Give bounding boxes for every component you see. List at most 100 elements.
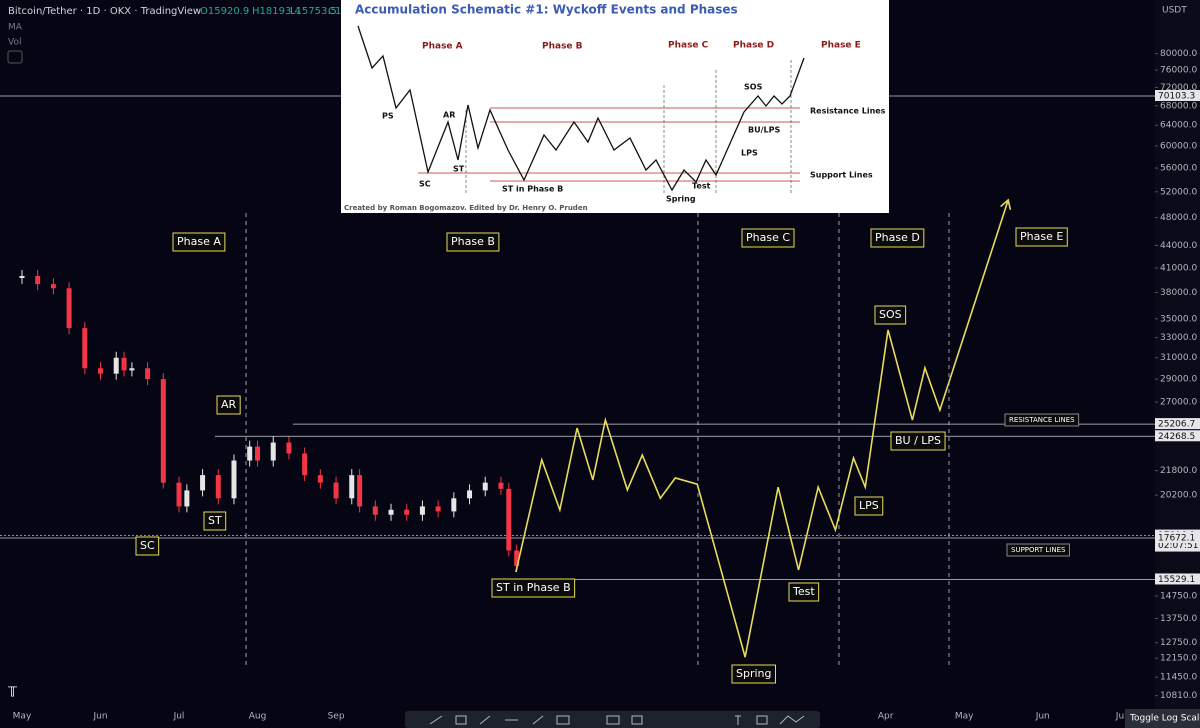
candle (113, 357, 119, 374)
annotation-box (172, 232, 226, 252)
candle (145, 368, 151, 380)
vol-label[interactable]: Vol (8, 38, 21, 48)
y-tick-label: 76000.0 (1160, 66, 1197, 76)
y-tick-label: 44000.0 (1160, 241, 1197, 251)
y-tick-label: 12750.0 (1160, 638, 1197, 648)
candle (231, 460, 237, 499)
inset-path (357, 25, 805, 192)
annotation-box (731, 664, 776, 684)
candle (255, 446, 261, 461)
y-tick-label: 60000.0 (1160, 141, 1197, 151)
annotation-box (1006, 543, 1070, 557)
y-tick-label: 10810.0 (1160, 691, 1197, 701)
annotation-label: Phase D (875, 231, 920, 244)
price-tag (1155, 573, 1200, 585)
candle (333, 482, 339, 499)
candle (82, 328, 88, 369)
drawing-toolbar[interactable] (405, 711, 820, 728)
y-tick-label: 12150.0 (1160, 654, 1197, 664)
annotation-label: Phase B (451, 235, 495, 248)
toggle-log-label[interactable]: Toggle Log Scale (1129, 714, 1200, 724)
inset-title: Accumulation Schematic #1: Wyckoff Event… (355, 3, 738, 17)
price-tag (1155, 430, 1200, 442)
countdown: 02:07:51 (1158, 541, 1198, 551)
price-tag (1155, 532, 1200, 544)
inset-credit: Created by Roman Bogomazov. Edited by Dr… (344, 204, 588, 212)
annotation-label: Test (792, 585, 815, 598)
y-tick-label: 14750.0 (1160, 591, 1197, 601)
candle (200, 475, 206, 491)
annotation-label: Phase A (177, 235, 221, 248)
candle (467, 490, 473, 499)
y-tick-label: 41000.0 (1160, 264, 1197, 274)
annotation-box (874, 305, 907, 325)
candle (160, 379, 166, 483)
x-tick-label: Aug (249, 712, 267, 722)
price-tag-label: 70103.3 (1158, 92, 1195, 102)
candle (482, 482, 488, 491)
inset-phase: Phase C (668, 41, 709, 51)
candle (419, 506, 425, 515)
annotation-label: SUPPORT LINES (1011, 546, 1066, 554)
collapse-button[interactable] (7, 50, 23, 64)
annotation-label: BU / LPS (895, 434, 941, 447)
y-tick-label: 35000.0 (1160, 314, 1197, 324)
candle (184, 490, 190, 507)
candle (357, 475, 363, 507)
y-tick-label: 11450.0 (1160, 673, 1197, 683)
inset-resistance: Resistance Lines (810, 107, 886, 116)
y-tick-label: 48000.0 (1160, 213, 1197, 223)
candle (404, 509, 410, 515)
y-tick-label: 31000.0 (1160, 353, 1197, 363)
candle (317, 475, 323, 483)
candle (514, 550, 520, 566)
currency: USDT (1162, 6, 1187, 16)
projection-path (515, 199, 1009, 658)
price-tag (1155, 418, 1200, 430)
inset-event: SC (419, 180, 431, 189)
annotation-box (1015, 227, 1068, 247)
inset-event: ST (453, 165, 465, 174)
tv-logo: 𝕋 (8, 686, 18, 701)
inset-event: Spring (666, 195, 696, 204)
y-tick-label: 20200.0 (1160, 491, 1197, 501)
annotation-label: Phase C (746, 231, 790, 244)
annotation-box (203, 511, 227, 531)
candle (121, 357, 127, 371)
annotation-box (870, 228, 925, 248)
symbol: Bitcoin/Tether · 1D · OKX · TradingView (8, 6, 201, 17)
y-tick-label: 29000.0 (1160, 375, 1197, 385)
y-tick-label: 56000.0 (1160, 164, 1197, 174)
price-tag (1155, 90, 1200, 102)
y-tick-label: 80000.0 (1160, 49, 1197, 59)
inset-phase: Phase E (821, 41, 861, 51)
annotation-box (890, 431, 946, 451)
annotation-box (216, 395, 241, 415)
annotation-box (491, 578, 576, 598)
toggle-log-scale[interactable] (1125, 709, 1200, 728)
x-tick-label: May (955, 712, 974, 722)
candle (302, 453, 308, 476)
y-tick-label: 33000.0 (1160, 333, 1197, 343)
y-tick-label: 52000.0 (1160, 187, 1197, 197)
inset-event: PS (382, 112, 394, 121)
annotation-box (854, 496, 884, 516)
x-tick-label: Jul (173, 712, 185, 722)
candle (388, 509, 394, 515)
inset-support: Support Lines (810, 171, 873, 180)
annotation-box (1004, 413, 1080, 427)
ma-label[interactable]: MA (8, 23, 23, 33)
candle (349, 475, 355, 499)
annotation-label: ST (208, 514, 222, 527)
x-tick-label: Jul (1115, 712, 1127, 722)
ohlc-low: L15753.5 (290, 6, 337, 17)
y-tick-label: 72000.0 (1160, 83, 1197, 93)
candle (506, 488, 512, 551)
inset-event: AR (443, 111, 455, 120)
annotation-label: LPS (859, 499, 879, 512)
annotation-label: SC (140, 539, 155, 552)
y-tick-label: 64000.0 (1160, 121, 1197, 131)
price-tag-label: 17672.1 (1158, 534, 1195, 544)
candle (286, 442, 292, 454)
